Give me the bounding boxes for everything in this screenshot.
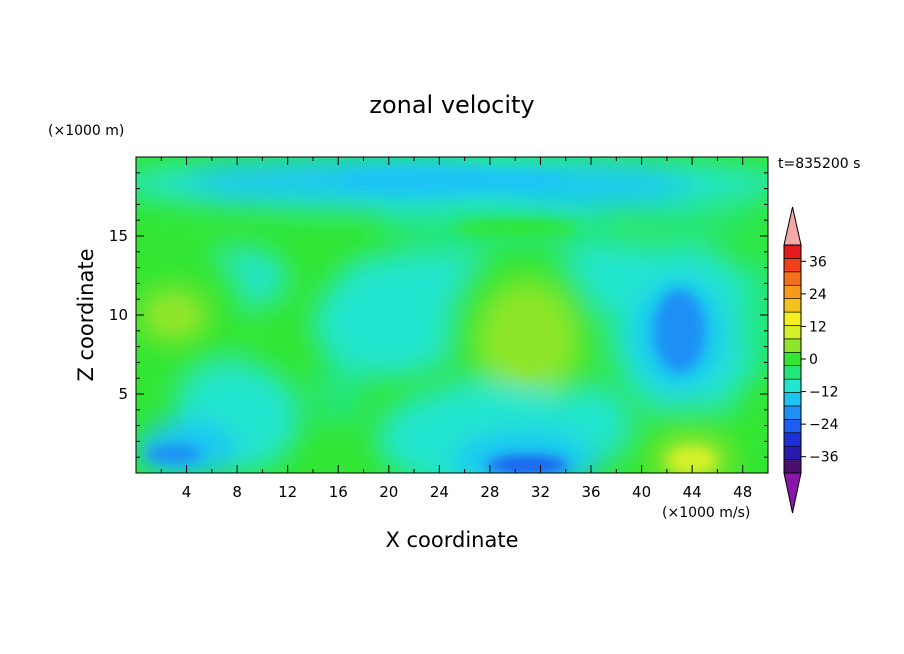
colorbar-tick-label: −12 [809, 385, 839, 401]
x-tick-label: 48 [733, 483, 752, 501]
colorbar-segment [783, 338, 802, 353]
field-extremum [452, 220, 579, 237]
colorbar-segment [783, 351, 802, 367]
y-axis-label: Z coordinate [74, 248, 98, 381]
x-tick-label: 20 [379, 483, 398, 501]
colorbar-tick-label: 36 [809, 254, 827, 270]
x-tick-label: 24 [430, 483, 449, 501]
field-extremum [146, 444, 202, 464]
colorbar-segment [783, 271, 802, 286]
velocity-field [136, 157, 768, 473]
field-extremum [654, 289, 705, 372]
colorbar-tick-label: −36 [809, 450, 839, 466]
field-contour [616, 210, 768, 236]
colorbar-over-triangle [783, 206, 802, 246]
y-tick-label: 15 [109, 227, 128, 245]
x-tick-label: 44 [683, 483, 702, 501]
field-contour [312, 267, 465, 379]
y-axis-ticks: 5 10 15 [109, 172, 768, 458]
colorbar-segment [783, 298, 802, 313]
x-unit-label: (×1000 m/s) [662, 505, 750, 521]
colorbar-segment [783, 284, 802, 299]
colorbar-segment [783, 325, 802, 340]
field-contour [310, 362, 367, 426]
colorbar-tick-label: −24 [809, 417, 839, 433]
field-extremum [666, 446, 718, 473]
colorbar-segment [783, 378, 802, 393]
colorbar-segment [783, 244, 802, 259]
time-label: t=835200 s [778, 156, 860, 172]
x-axis-label: X coordinate [385, 528, 518, 552]
colorbar-segment [783, 459, 802, 474]
x-tick-label: 12 [278, 483, 297, 501]
x-tick-label: 28 [480, 483, 499, 501]
y-tick-label: 10 [109, 306, 128, 324]
x-tick-label: 36 [581, 483, 600, 501]
chart-title: zonal velocity [369, 91, 534, 119]
y-unit-label: (×1000 m) [48, 123, 124, 139]
colorbar-segment [783, 419, 802, 434]
field-extremum [487, 455, 569, 473]
x-axis-ticks: 4 8 12 16 20 24 28 32 36 40 44 48 [160, 157, 752, 501]
colorbar: 36 24 12 0 −12 −24 −36 [783, 206, 839, 514]
colorbar-tick-label: 24 [809, 287, 827, 303]
field-extremum [153, 300, 195, 330]
colorbar-segment [783, 392, 802, 407]
field-contour [186, 164, 339, 197]
field-extremum [338, 168, 566, 194]
colorbar-tick-label: 12 [809, 319, 827, 335]
colorbar-segment [783, 445, 802, 460]
y-tick-label: 5 [118, 385, 128, 403]
colorbar-segment [783, 432, 802, 447]
field-contour [742, 251, 768, 379]
colorbar-under-triangle [783, 472, 802, 514]
x-tick-label: 8 [232, 483, 242, 501]
field-extremum [500, 302, 556, 376]
field-contour [565, 386, 629, 456]
colorbar-segment [783, 258, 802, 273]
x-tick-label: 4 [182, 483, 192, 501]
colorbar-segment [783, 365, 802, 380]
x-tick-label: 16 [329, 483, 348, 501]
colorbar-segment [783, 405, 802, 420]
x-tick-label: 32 [531, 483, 550, 501]
colorbar-tick-label: 0 [809, 352, 818, 368]
x-tick-label: 40 [632, 483, 651, 501]
colorbar-segment [783, 311, 802, 326]
